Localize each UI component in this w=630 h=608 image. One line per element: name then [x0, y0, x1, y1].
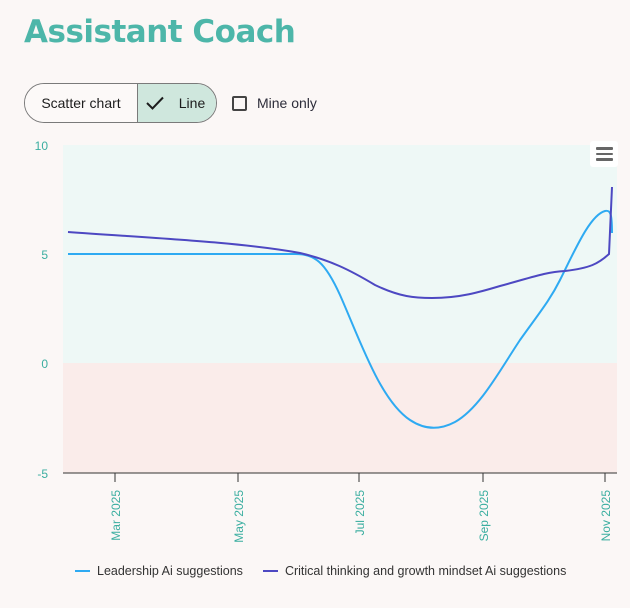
x-tick-label: Nov 2025 — [599, 490, 613, 542]
mine-only-checkbox[interactable]: Mine only — [232, 95, 317, 111]
x-tick-label: May 2025 — [232, 490, 246, 543]
legend-label: Critical thinking and growth mindset Ai … — [284, 564, 567, 578]
scatter-chart-button[interactable]: Scatter chart — [25, 84, 138, 122]
x-tick-label: Sep 2025 — [477, 490, 491, 542]
series-leadership-line[interactable] — [68, 209, 613, 429]
line-chart-button[interactable]: Line — [138, 84, 216, 122]
hamburger-menu-icon — [595, 147, 613, 150]
x-tick-label: Mar 2025 — [109, 490, 123, 541]
checkbox-box-icon[interactable] — [232, 95, 247, 111]
chart-type-toggle: Scatter chart Line — [24, 83, 217, 123]
x-tick-label: Jul 2025 — [353, 490, 367, 536]
chart-menu-button[interactable] — [590, 141, 618, 167]
legend-swatch-icon — [75, 570, 90, 572]
legend-label: Leadership Ai suggestions — [97, 564, 243, 578]
check-icon — [146, 96, 164, 110]
line-chart: 10 5 0 -5 Mar 2025 May 2025 Jul 2025 Sep… — [35, 139, 617, 543]
chart-legend: Leadership Ai suggestions Critical think… — [75, 564, 566, 578]
legend-swatch-icon — [262, 570, 278, 572]
line-chart-label: Line — [178, 95, 206, 111]
y-tick-label: 10 — [35, 139, 49, 153]
legend-item-critical-thinking[interactable]: Critical thinking and growth mindset Ai … — [262, 564, 567, 578]
legend-item-leadership[interactable]: Leadership Ai suggestions — [75, 564, 243, 578]
mine-only-label: Mine only — [257, 95, 317, 111]
y-tick-label: 5 — [41, 248, 48, 262]
scatter-chart-label: Scatter chart — [41, 95, 121, 111]
series-critical-line[interactable] — [67, 186, 613, 300]
negative-band — [63, 363, 617, 473]
page-title: Assistant Coach — [24, 14, 296, 50]
y-tick-label: 0 — [41, 357, 48, 371]
y-tick-label: -5 — [37, 467, 48, 481]
